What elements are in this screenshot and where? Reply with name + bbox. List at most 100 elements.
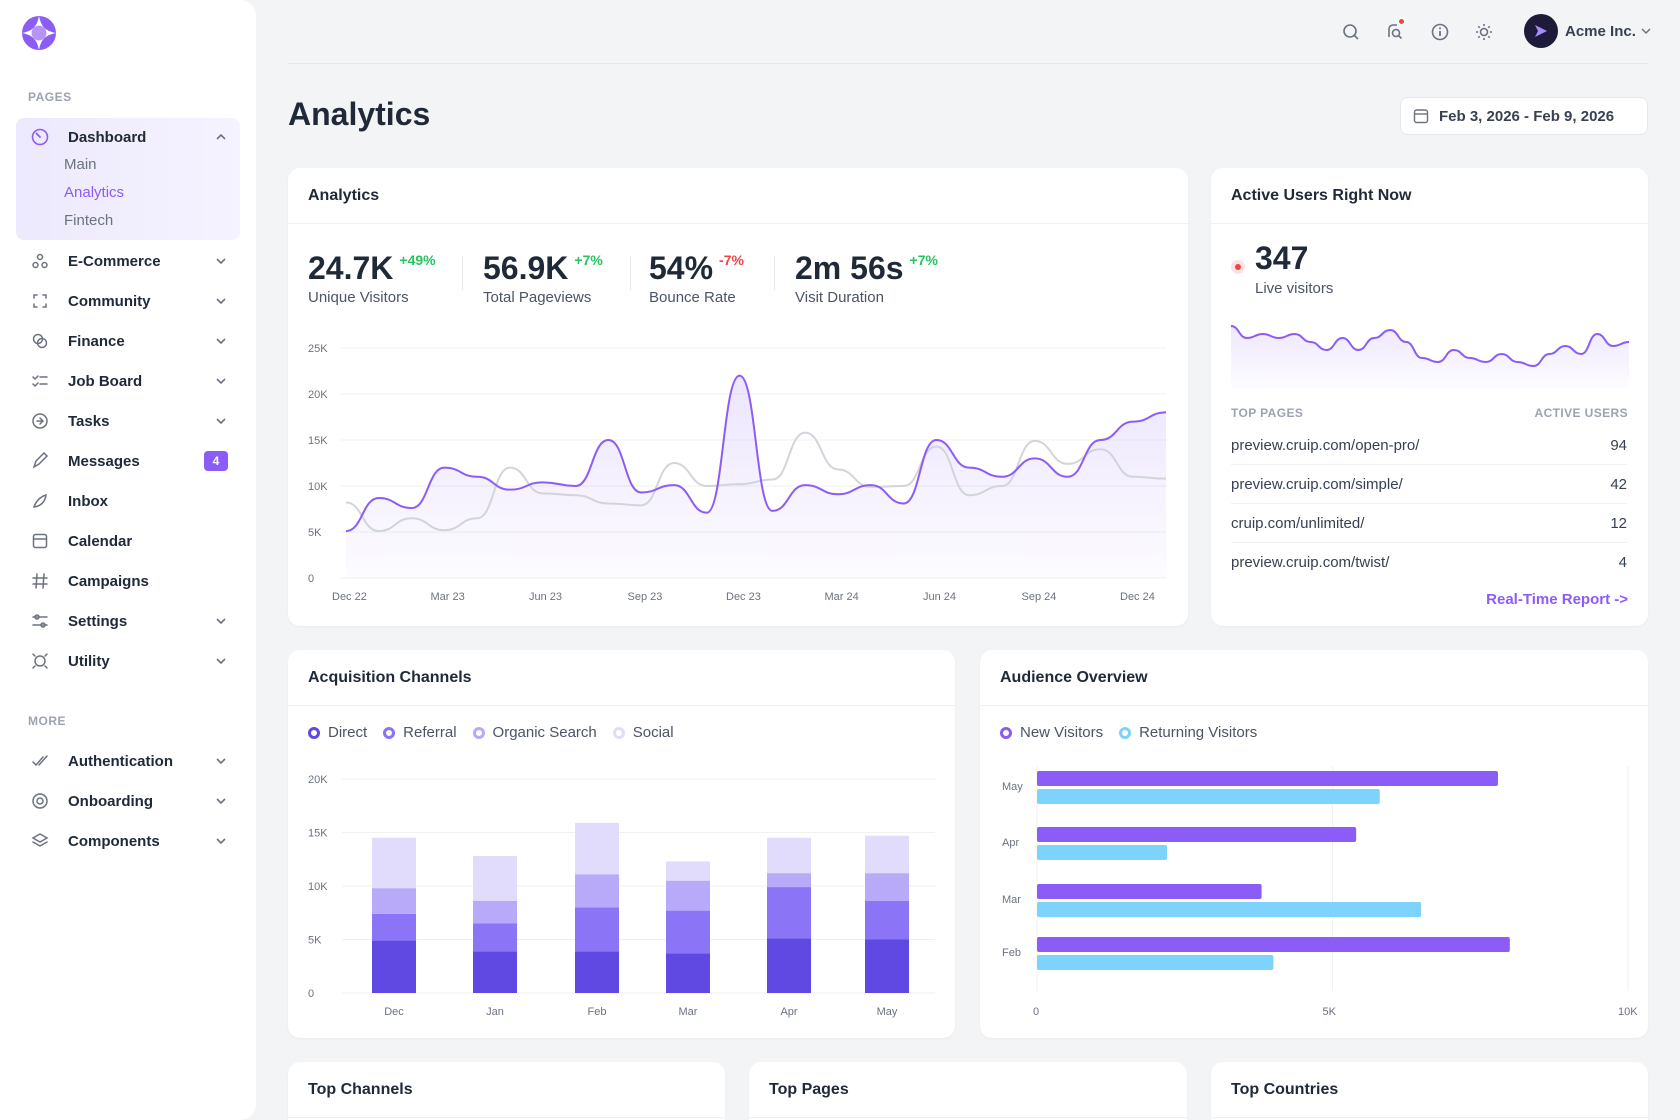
sidebar-item-tasks[interactable]: Tasks [16,401,240,441]
notifications-button[interactable] [1383,18,1407,44]
bar-segment [473,856,517,901]
legend-item-new-visitors[interactable]: New Visitors [1000,724,1103,741]
legend-dot [308,726,320,739]
x-tick-label: Sep 24 [1022,591,1057,603]
x-tick-label: 0 [1033,1006,1039,1018]
account-name: Acme Inc. [1565,22,1636,40]
dashboard-group [16,118,240,240]
sidebar-item-community[interactable]: Community [16,281,240,321]
date-range-text: Feb 3, 2026 - Feb 9, 2026 [1439,107,1615,125]
chevron-down-icon [216,418,226,425]
y-tick-label: 15K [308,435,328,447]
bar-segment [865,835,909,874]
page-url: cruip.com/unlimited/ [1231,514,1365,532]
card-title: Audience Overview [980,650,1648,706]
job-board-icon [30,371,50,391]
sidebar-item-calendar[interactable]: Calendar [16,521,240,561]
sidebar-item-label: Onboarding [68,792,153,810]
x-tick-label: Mar 23 [431,591,465,603]
legend-item-returning-visitors[interactable]: Returning Visitors [1119,724,1257,741]
chevron-down-icon [216,298,226,305]
inbox-icon [30,491,50,511]
x-tick-label: Dec 22 [332,591,367,603]
stat-divider [774,256,775,290]
date-range-picker[interactable]: Feb 3, 2026 - Feb 9, 2026 [1400,97,1648,135]
calendar-icon [30,531,50,551]
x-tick-label: Dec 24 [1120,591,1155,603]
user-count: 42 [1610,475,1627,493]
area-fill [346,375,1166,578]
logo-icon[interactable] [22,16,56,50]
bar-segment [767,887,811,939]
sidebar-item-dashboard[interactable]: Dashboard [16,117,240,157]
table-row[interactable]: preview.cruip.com/open-pro/94 [1231,426,1627,465]
y-tick-label: 25K [308,343,328,355]
sidebar-item-label: Components [68,832,160,850]
stat-unique-visitors: 24.7K +49% Unique Visitors [308,250,436,306]
legend-item-organic-search[interactable]: Organic Search [472,724,597,741]
dashboard-icon [30,127,50,147]
sidebar-item-finance[interactable]: Finance [16,321,240,361]
bar-segment [767,873,811,888]
community-icon [30,291,50,311]
table-row[interactable]: preview.cruip.com/twist/4 [1231,543,1627,582]
bar-segment [473,923,517,952]
legend-item-social[interactable]: Social [612,724,674,741]
live-indicator [1231,260,1245,274]
sidebar-item-messages[interactable]: Messages 4 [16,441,240,481]
section-label-pages: Pages [28,90,72,104]
paper-plane-icon [1535,25,1547,37]
sidebar-subitem-main[interactable]: Main [64,156,97,173]
chart-legend: Direct Referral Organic Search Social [308,724,674,741]
sidebar-item-inbox[interactable]: Inbox [16,481,240,521]
sidebar-item-utility[interactable]: Utility [16,641,240,681]
notification-dot [1398,18,1405,25]
table-row[interactable]: cruip.com/unlimited/12 [1231,504,1627,543]
x-tick-label: 10K [1618,1006,1638,1018]
search-icon [1343,24,1359,40]
table-row[interactable]: preview.cruip.com/simple/42 [1231,465,1627,504]
bar [1037,827,1357,842]
stat-value: 54% [649,250,714,286]
x-tick-label: Apr [780,1006,797,1018]
onboarding-icon [30,791,50,811]
authentication-icon [30,751,50,771]
bar-segment [372,940,416,993]
sidebar-item-label: Calendar [68,532,133,550]
search-button[interactable] [1339,20,1363,44]
stat-visit-duration: 2m 56s +7% Visit Duration [795,250,938,306]
sidebar-item-onboarding[interactable]: Onboarding [16,781,240,821]
stat-delta: +7% [574,252,603,268]
sidebar-item-components[interactable]: Components [16,821,240,861]
legend-item-referral[interactable]: Referral [383,724,457,741]
legend-dot [612,726,625,739]
sidebar-item-authentication[interactable]: Authentication [16,741,240,781]
sidebar-item-label: Community [68,292,151,310]
sidebar-item-label: Inbox [68,492,108,510]
sidebar-item-settings[interactable]: Settings [16,601,240,641]
x-tick-label: May [877,1006,898,1018]
info-button[interactable] [1428,20,1452,44]
live-visitors-sparkline [1231,325,1629,388]
sidebar-subitem-analytics[interactable]: Analytics [64,184,125,201]
sidebar-item-label: Utility [68,652,110,670]
theme-toggle[interactable] [1472,20,1496,44]
sidebar-item-e-commerce[interactable]: E-Commerce [16,241,240,281]
real-time-report-link[interactable]: Real-Time Report -> [1486,591,1628,608]
sidebar-item-job-board[interactable]: Job Board [16,361,240,401]
chevron-down-icon [216,378,226,385]
chevron-down-icon [216,618,226,625]
y-tick-label: 0 [308,988,314,1000]
bar-segment [767,837,811,874]
y-tick-label: May [1002,781,1023,793]
bar-segment [666,953,710,993]
x-tick-label: Jun 24 [923,591,956,603]
sidebar-subitem-fintech[interactable]: Fintech [64,212,114,229]
account-menu[interactable]: Acme Inc. [1524,14,1652,48]
settings-icon [30,611,50,631]
live-label: Live visitors [1255,280,1334,297]
legend-item-direct[interactable]: Direct [308,724,367,741]
sidebar-item-label: Tasks [68,412,110,430]
user-count: 4 [1618,554,1627,571]
sidebar-item-campaigns[interactable]: Campaigns [16,561,240,601]
